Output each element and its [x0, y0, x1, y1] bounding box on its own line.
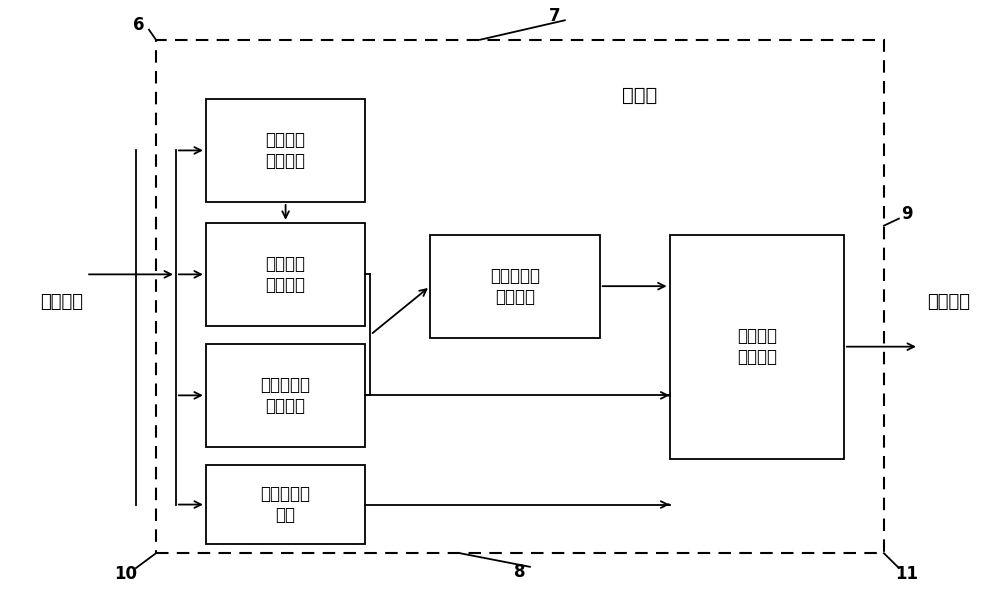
Bar: [670, 234, 844, 459]
Bar: [156, 40, 884, 553]
Text: 上位机: 上位机: [622, 87, 657, 106]
Text: 10: 10: [115, 565, 138, 583]
Bar: [206, 99, 365, 202]
Bar: [206, 223, 365, 326]
Text: 9: 9: [901, 205, 913, 223]
Text: 浓度梯度
描述模块: 浓度梯度 描述模块: [266, 131, 306, 170]
Bar: [430, 234, 600, 338]
Text: 6: 6: [133, 16, 145, 34]
Text: 控制参数
求解模块: 控制参数 求解模块: [737, 327, 777, 366]
Text: 温度波静态
描述模块: 温度波静态 描述模块: [261, 376, 311, 415]
Text: 输入数据: 输入数据: [40, 294, 83, 311]
Text: 11: 11: [895, 565, 918, 583]
Text: 温度梯度
描述模块: 温度梯度 描述模块: [266, 255, 306, 294]
Text: 设定値转换
模块: 设定値转换 模块: [261, 485, 311, 524]
Bar: [206, 465, 365, 544]
Text: 8: 8: [514, 563, 526, 581]
Bar: [206, 344, 365, 447]
Text: 温度波动态
描述模块: 温度波动态 描述模块: [490, 267, 540, 305]
Text: 输出数据: 输出数据: [927, 294, 970, 311]
Text: 7: 7: [549, 7, 561, 25]
